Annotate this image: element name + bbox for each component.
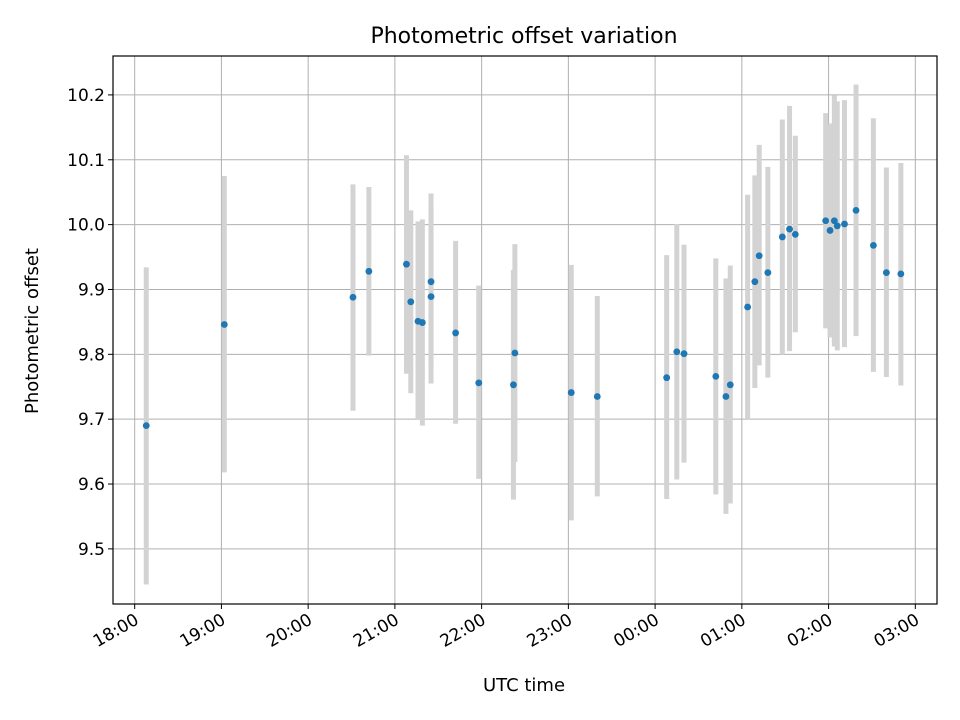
data-point xyxy=(349,293,357,301)
data-point xyxy=(744,303,752,311)
data-point xyxy=(751,278,759,286)
data-point xyxy=(365,267,373,275)
y-tick-label: 9.5 xyxy=(78,540,105,560)
data-point xyxy=(475,379,483,387)
y-tick-label: 9.9 xyxy=(78,280,105,300)
data-point xyxy=(897,270,905,278)
data-point xyxy=(778,233,786,241)
plot-frame xyxy=(112,55,938,605)
data-point xyxy=(142,422,150,430)
data-point xyxy=(826,227,834,234)
data-point xyxy=(403,260,410,268)
y-tick-label: 9.8 xyxy=(78,345,105,365)
data-point xyxy=(220,321,228,328)
data-point xyxy=(764,269,772,277)
data-point xyxy=(712,372,720,380)
data-point xyxy=(791,230,799,238)
data-point xyxy=(407,298,415,306)
data-point xyxy=(452,329,460,337)
data-point xyxy=(883,269,890,277)
data-points xyxy=(142,206,905,430)
data-point xyxy=(567,389,575,396)
data-point xyxy=(833,222,841,230)
data-point xyxy=(663,374,671,382)
y-tick-label: 9.7 xyxy=(78,410,105,430)
data-point xyxy=(830,217,838,225)
data-point xyxy=(722,393,730,400)
y-tick-label: 10.0 xyxy=(67,216,105,236)
data-point xyxy=(680,350,688,358)
data-point xyxy=(869,241,877,249)
data-point xyxy=(755,252,763,260)
data-point xyxy=(852,206,860,214)
data-point xyxy=(673,348,681,356)
data-point xyxy=(593,393,601,400)
data-point xyxy=(427,293,435,301)
data-point xyxy=(427,278,435,286)
y-tick-label: 10.1 xyxy=(67,151,105,171)
data-point xyxy=(510,381,517,389)
data-point xyxy=(841,220,848,228)
chart-title: Photometric offset variation xyxy=(370,24,677,49)
x-axis-label: UTC time xyxy=(483,675,565,696)
data-point xyxy=(822,217,830,225)
y-tick-label: 10.2 xyxy=(67,86,105,106)
data-point xyxy=(726,381,734,389)
y-tick-label: 9.6 xyxy=(78,475,105,495)
y-axis-label: Photometric offset xyxy=(22,248,43,414)
data-point xyxy=(418,319,426,326)
data-point xyxy=(511,349,519,357)
data-point xyxy=(786,225,793,233)
